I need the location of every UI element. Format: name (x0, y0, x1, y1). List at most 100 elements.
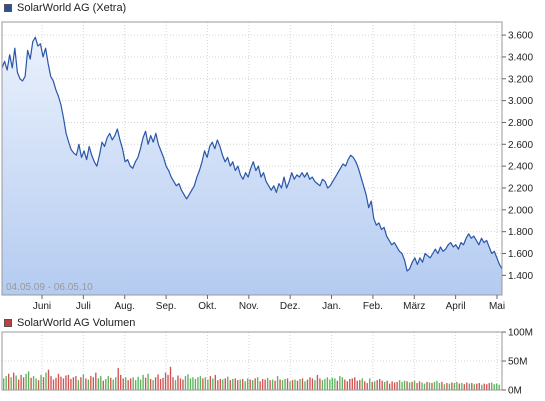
volume-bar (374, 381, 376, 390)
volume-bar (408, 382, 411, 390)
volume-bar (82, 374, 85, 390)
volume-bar (187, 374, 189, 390)
volume-bar (488, 383, 490, 390)
volume-bar (90, 376, 92, 390)
volume-bar (401, 381, 403, 390)
volume-bar (326, 377, 329, 390)
volume-bar (105, 378, 107, 390)
volume-bar (102, 380, 104, 390)
volume-bar (448, 383, 451, 390)
volume-bar (184, 376, 187, 390)
volume-bar (217, 380, 219, 390)
price-legend-swatch (4, 4, 12, 12)
volume-bars (3, 366, 500, 390)
volume-bar (154, 377, 157, 390)
price-y-axis: 1.400 1.600 1.800 2.000 2.200 2.400 2.600 2.800… (502, 31, 533, 282)
volume-y-axis: 0M 50M 100M (502, 328, 533, 397)
volume-bar (122, 378, 124, 390)
volume-bar (378, 378, 381, 390)
volume-bar (393, 382, 396, 390)
volume-bar (120, 374, 122, 390)
volume-bar (339, 376, 341, 390)
price-y-tick: 3.400 (508, 52, 533, 63)
volume-bar (207, 379, 209, 390)
price-y-tick: 1.800 (508, 227, 533, 238)
volume-bar (344, 379, 346, 390)
volume-bar (172, 377, 174, 390)
volume-bar (112, 379, 114, 390)
volume-bar (284, 378, 286, 390)
volume-bar (25, 373, 27, 390)
volume-bar (349, 378, 351, 390)
volume-bar (20, 374, 22, 390)
volume-bar (356, 380, 358, 390)
volume-bar (100, 376, 102, 390)
volume-bar (5, 376, 7, 390)
volume-bar (65, 375, 67, 390)
volume-bar (67, 374, 70, 390)
volume-bar (299, 378, 301, 390)
price-legend-label: SolarWorld AG (Xetra) (17, 2, 127, 14)
volume-bar (144, 377, 147, 390)
volume-bar (159, 378, 162, 390)
volume-bar (127, 380, 129, 390)
volume-bar (321, 380, 324, 390)
volume-bar (281, 380, 284, 390)
volume-bar (441, 381, 443, 390)
volume-bar (97, 378, 99, 390)
volume-bar (70, 378, 72, 390)
volume-bar (398, 380, 401, 390)
volume-bar (139, 379, 142, 390)
volume-bar (269, 380, 271, 390)
volume-bar (137, 376, 139, 390)
volume-bar (319, 378, 321, 390)
volume-bar (359, 380, 361, 390)
volume-bar (324, 378, 326, 390)
volume-bar (149, 378, 152, 390)
volume-bar (202, 378, 204, 390)
volume-bar (266, 377, 269, 390)
volume-bar (418, 381, 421, 390)
volume-bar (446, 383, 448, 390)
volume-bar (411, 381, 413, 390)
volume-bar (331, 377, 334, 390)
volume-bar (197, 377, 199, 390)
volume-bar (481, 384, 483, 390)
volume-bar (413, 380, 416, 390)
volume-bar (406, 381, 408, 390)
volume-bar (416, 383, 418, 390)
volume-bar (443, 384, 446, 390)
price-y-tick: 1.400 (508, 271, 533, 282)
volume-bar (55, 377, 57, 390)
volume-bar (466, 382, 468, 390)
volume-bar (214, 374, 217, 390)
price-x-axis: Juni Juli Aug. Sep. Okt. Nov. Dez. Jan. Feb. März… (33, 295, 505, 312)
volume-bar (237, 380, 239, 390)
volume-bar (383, 381, 386, 390)
volume-bar (433, 381, 436, 390)
volume-bar (95, 372, 97, 390)
price-x-tick: Feb. (363, 301, 383, 312)
volume-bar (169, 366, 172, 390)
volume-bar (498, 384, 500, 390)
price-y-tick: 2.000 (508, 205, 533, 216)
volume-bar (252, 380, 254, 390)
volume-bar (453, 383, 456, 390)
volume-bar (87, 379, 90, 390)
volume-bar (371, 381, 373, 390)
volume-legend-label: SolarWorld AG Volumen (17, 317, 136, 329)
volume-bar (75, 376, 77, 390)
volume-bar (52, 379, 55, 390)
volume-bar (468, 383, 470, 390)
volume-bar (421, 382, 423, 390)
price-x-tick: Juni (33, 301, 51, 312)
volume-y-tick: 0M (508, 386, 522, 397)
volume-bar (242, 378, 244, 390)
volume-bar (177, 375, 179, 390)
volume-bar (276, 376, 279, 390)
volume-bar (22, 377, 25, 390)
price-x-tick: Nov. (239, 301, 259, 312)
volume-y-tick: 50M (508, 357, 527, 368)
volume-bar (224, 378, 226, 390)
